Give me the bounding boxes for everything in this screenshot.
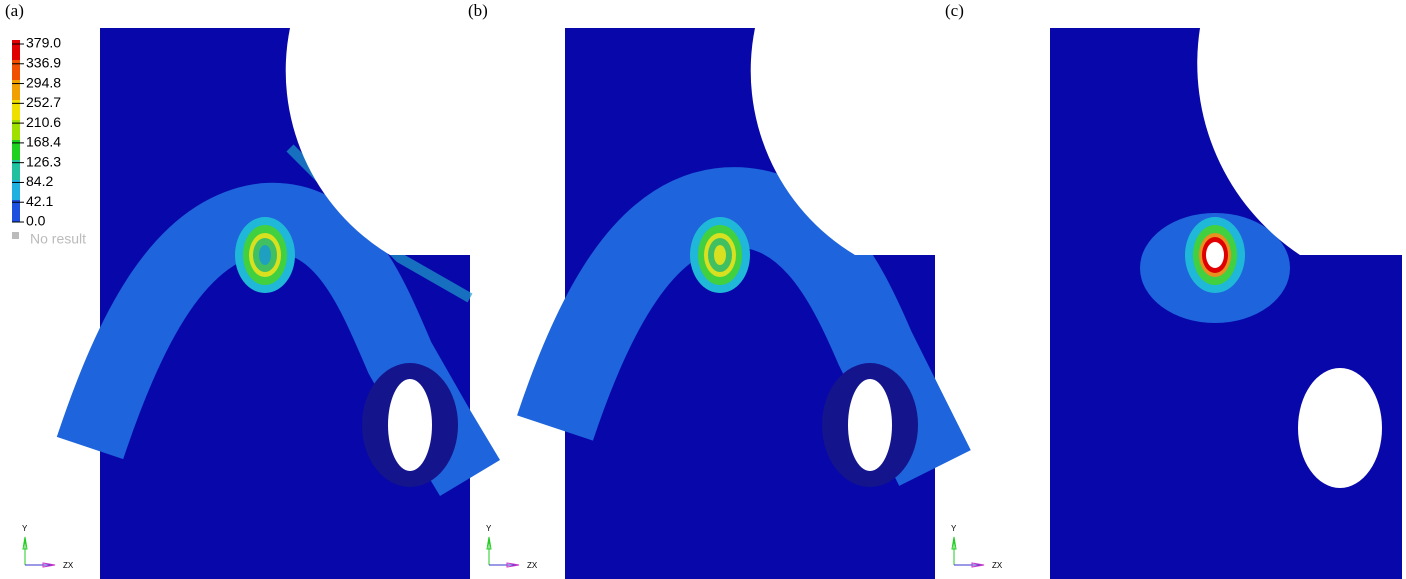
figure: No result (a) (b) (c) Y ZX Y ZX Y ZX 379…	[0, 0, 1406, 579]
contour-plot-b	[555, 28, 935, 579]
legend-label: 126.3	[26, 153, 61, 169]
triad-y: Y	[951, 524, 957, 533]
triad: Y ZX	[486, 524, 538, 570]
triad-y: Y	[486, 524, 492, 533]
legend-label: 379.0	[26, 35, 61, 51]
legend-label: 294.8	[26, 74, 61, 90]
triad: Y ZX	[22, 524, 74, 570]
legend-label: 210.6	[26, 114, 61, 130]
color-bar	[12, 40, 20, 239]
triad-zx: ZX	[992, 561, 1003, 570]
legend-label: 336.9	[26, 54, 61, 70]
panel-label: (a)	[5, 1, 24, 20]
legend-label: 42.1	[26, 193, 53, 209]
legend-label: 84.2	[26, 173, 53, 189]
panel-label: (b)	[468, 1, 488, 20]
triad-zx: ZX	[63, 561, 74, 570]
triad-zx: ZX	[527, 561, 538, 570]
contour-plot-a	[90, 28, 470, 579]
legend-label: 252.7	[26, 94, 61, 110]
legend-label: 168.4	[26, 134, 61, 150]
contour-plot-c	[1050, 28, 1402, 579]
triad-y: Y	[22, 524, 28, 533]
panel-label: (c)	[945, 1, 964, 20]
legend-label: 0.0	[26, 213, 46, 229]
triad: Y ZX	[951, 524, 1003, 570]
no-result-label: No result	[30, 231, 86, 247]
